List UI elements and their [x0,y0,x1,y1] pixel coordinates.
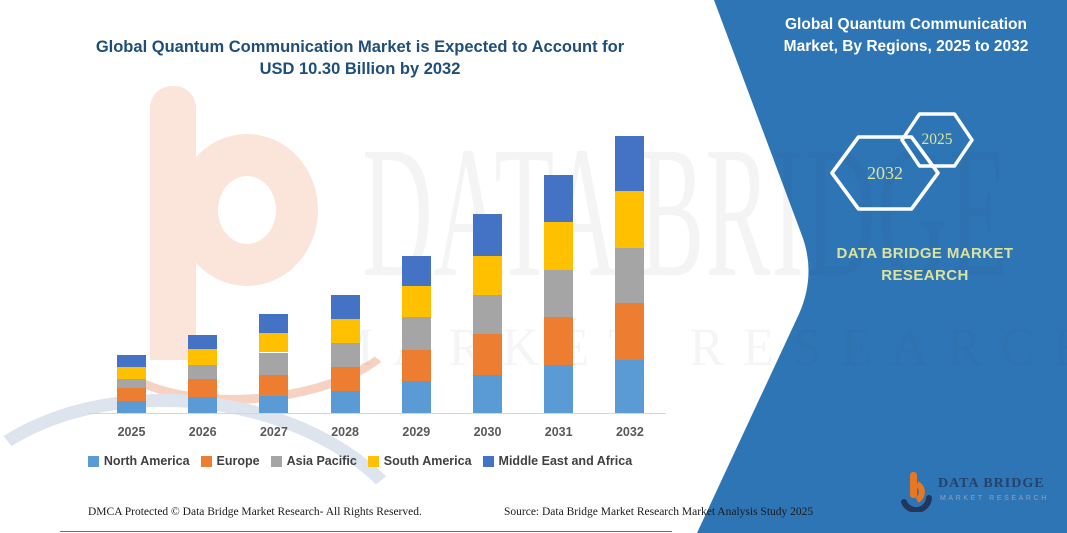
x-axis-line [88,413,666,414]
legend-label: Middle East and Africa [498,454,633,468]
bar-segment [259,352,289,375]
bar-segment [401,381,431,414]
bar-segment [615,359,645,414]
bar-segment [401,255,431,286]
panel-heading-line2: Market, By Regions, 2025 to 2032 [783,38,1029,55]
bar-segment [188,364,218,379]
bar-segment [473,214,502,257]
databridge-logo-icon [901,472,932,512]
bar-segment [615,302,645,360]
legend-label: North America [103,454,190,468]
bar-segment [401,349,431,382]
x-axis-label: 2025 [117,425,146,439]
bar-segment [259,374,289,396]
brand-text: DATA BRIDGE MARKET RESEARCH [770,243,1067,287]
bar-segment [259,332,289,353]
panel-heading: Global Quantum Communication Market, By … [752,14,1060,58]
x-axis-label: 2032 [615,425,644,439]
legend-label: Europe [216,454,260,468]
bar-segment [544,270,574,318]
databridge-logo-name: DATA BRIDGE [938,476,1045,491]
legend-item: Middle East and Africa [482,454,633,468]
brand-text-line1: DATA BRIDGE MARKET [836,245,1014,262]
bar-segment [188,378,218,398]
source-text: Source: Data Bridge Market Research Mark… [504,506,814,518]
legend-swatch-icon [482,455,494,467]
bar-segment [259,395,289,414]
hexagon-2025-outline [900,112,974,168]
bar-segment [473,374,502,414]
bar-segment [117,400,146,414]
dmca-copyright-text: DMCA Protected © Data Bridge Market Rese… [88,506,422,518]
x-axis-label: 2030 [473,425,502,439]
bar-segment [330,342,360,367]
bar-segment [473,256,502,296]
bar-segment [117,354,146,367]
bar-segment [544,365,574,414]
databridge-logo: DATA BRIDGE MARKET RESEARCH [898,468,1063,516]
bar-segment [401,285,431,318]
stacked-bar-plot [117,135,645,414]
x-axis-labels: 2025 2026 2027 2028 2029 2030 2031 2032 [0,425,720,441]
legend-swatch-icon [367,455,379,467]
bar-segment [117,388,146,401]
bar-segment [330,390,360,414]
bottom-divider-line [60,531,672,532]
bar-segment [259,314,289,333]
bar-segment [615,135,645,191]
x-axis-label: 2031 [544,425,573,439]
brand-text-line2: RESEARCH [881,267,969,284]
x-axis-label: 2026 [188,425,217,439]
legend-label: South America [383,454,472,468]
bar-segment [117,378,146,389]
hexagon-2032-outline [830,135,940,211]
bar-segment [330,319,360,343]
x-axis-label: 2028 [331,425,359,439]
legend-item: North America [87,454,190,468]
chart-legend: North America Europe Asia Pacific South Ame… [40,454,680,468]
legend-item: South America [367,454,472,468]
bar-segment [330,366,360,391]
legend-item: Europe [200,454,260,468]
bar-segment [544,222,574,271]
hexagon-2025-label: 2025 [921,131,953,148]
bar-segment [473,295,502,334]
legend-swatch-icon [200,455,212,467]
x-axis-label: 2027 [259,425,288,439]
x-axis-label: 2029 [402,425,431,439]
legend-label: Asia Pacific [286,454,357,468]
bar-segment [188,397,218,414]
legend-swatch-icon [87,455,99,467]
bar-segment [188,334,218,349]
databridge-logo-subtext: MARKET RESEARCH [940,495,1049,502]
bar-segment [401,317,431,350]
bar-segment [615,191,645,248]
chart-title-line2: USD 10.30 Billion by 2032 [259,60,461,78]
bar-segment [615,247,645,303]
chart-title: Global Quantum Communication Market is E… [40,36,680,80]
legend-swatch-icon [270,455,282,467]
panel-heading-line1: Global Quantum Communication [785,16,1027,33]
bar-segment [544,317,574,366]
bar-segment [544,175,574,223]
hexagon-2032-label: 2032 [867,163,903,183]
bar-segment [330,294,360,319]
bar-segment [188,348,218,365]
bar-segment [473,333,502,375]
bar-segment [117,366,146,379]
legend-item: Asia Pacific [270,454,357,468]
chart-title-line1: Global Quantum Communication Market is E… [95,38,625,56]
